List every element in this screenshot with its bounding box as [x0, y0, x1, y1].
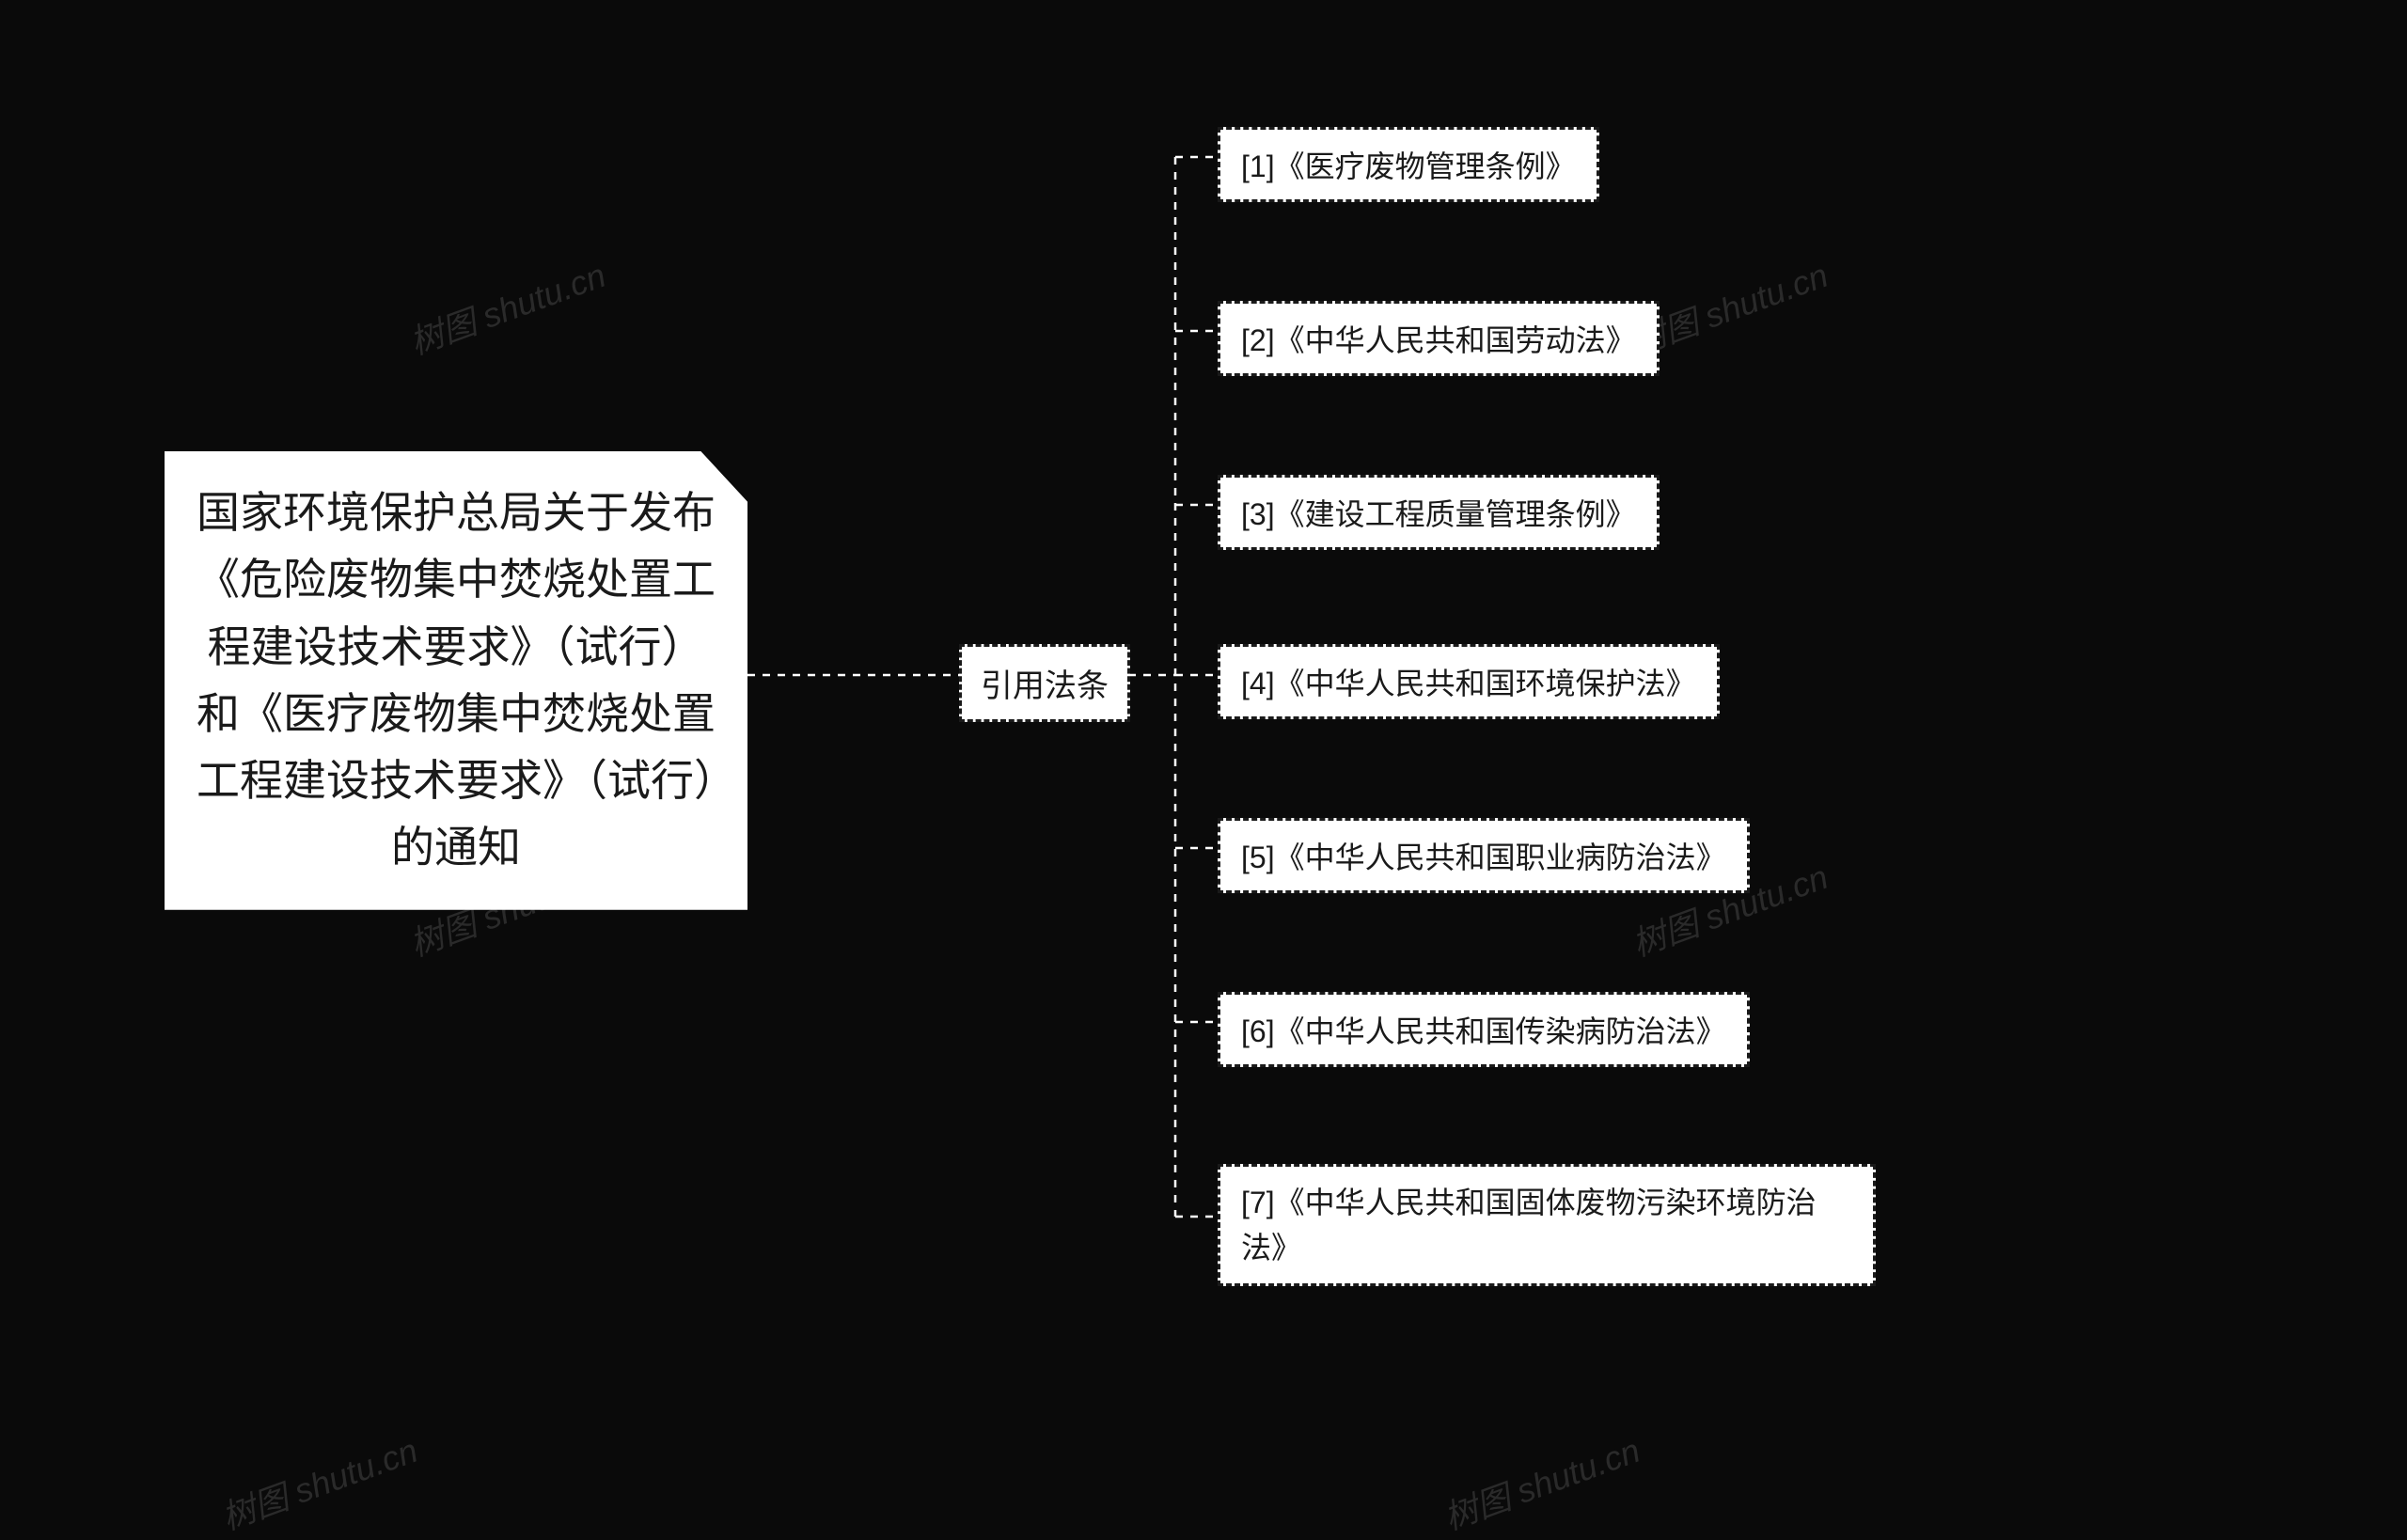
leaf-node-2: [2]《中华人民共和国劳动法》	[1218, 301, 1660, 376]
leaf-node-5: [5]《中华人民共和国职业病防治法》	[1218, 818, 1750, 893]
middle-node: 引用法条	[959, 644, 1130, 722]
leaf-node-3: [3]《建设工程质量管理条例》	[1218, 475, 1660, 550]
leaf-node-1: [1]《医疗废物管理条例》	[1218, 127, 1599, 202]
watermark: 树图 shutu.cn	[1437, 1423, 1646, 1539]
leaf-text: [7]《中华人民共和国固体废物污染环境防治法》	[1241, 1180, 1852, 1270]
root-text: 国家环境保护总局关于发布《危险废物集中焚烧处置工程建设技术要求》（试行）和《医疗…	[197, 488, 716, 872]
leaf-text: [6]《中华人民共和国传染病防治法》	[1241, 1008, 1726, 1051]
watermark: 树图 shutu.cn	[402, 248, 612, 364]
leaf-text: [1]《医疗废物管理条例》	[1241, 143, 1576, 186]
leaf-text: [5]《中华人民共和国职业病防治法》	[1241, 834, 1726, 877]
root-node: 国家环境保护总局关于发布《危险废物集中焚烧处置工程建设技术要求》（试行）和《医疗…	[165, 451, 747, 910]
leaf-node-7: [7]《中华人民共和国固体废物污染环境防治法》	[1218, 1164, 1876, 1286]
leaf-text: [2]《中华人民共和国劳动法》	[1241, 317, 1636, 360]
leaf-node-4: [4]《中华人民共和国环境保护法》	[1218, 644, 1720, 719]
leaf-text: [4]《中华人民共和国环境保护法》	[1241, 660, 1696, 703]
watermark: 树图 shutu.cn	[214, 1423, 424, 1539]
leaf-node-6: [6]《中华人民共和国传染病防治法》	[1218, 992, 1750, 1067]
middle-text: 引用法条	[981, 660, 1109, 706]
leaf-text: [3]《建设工程质量管理条例》	[1241, 491, 1636, 534]
